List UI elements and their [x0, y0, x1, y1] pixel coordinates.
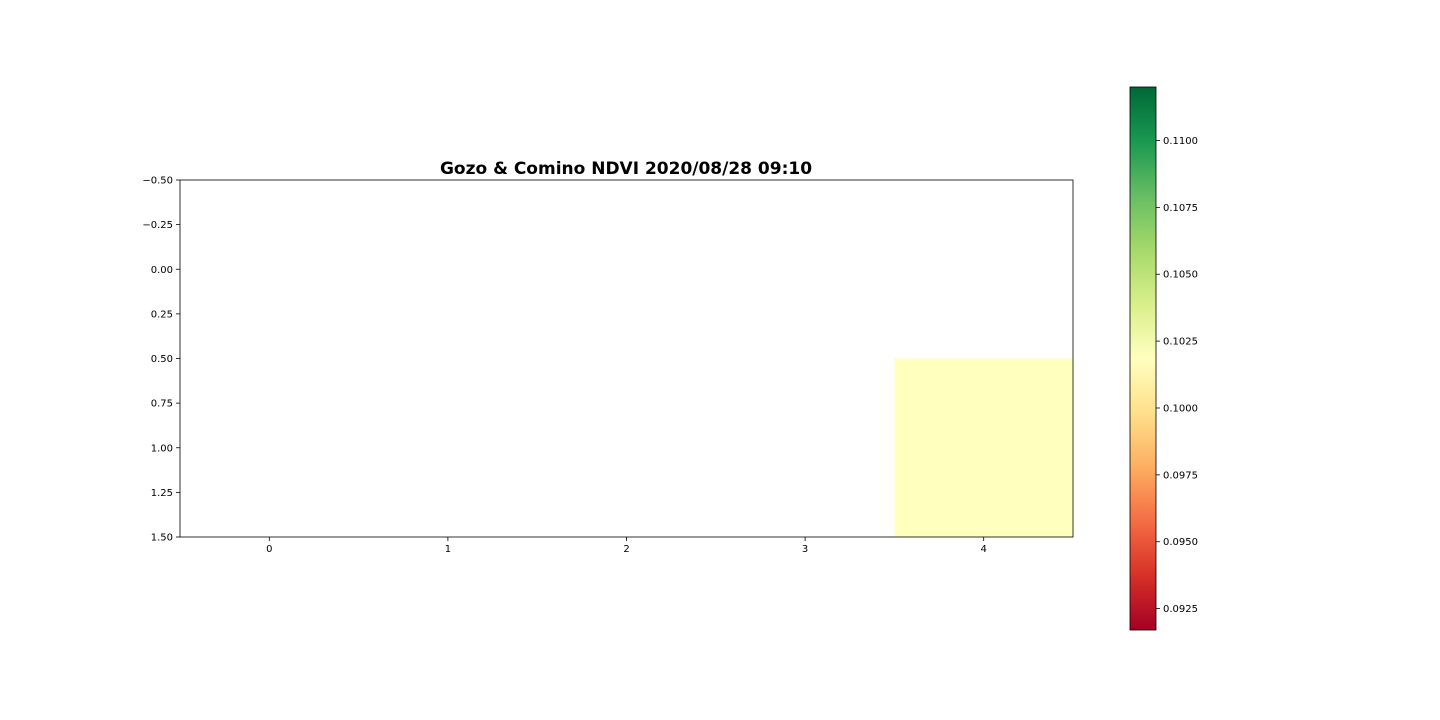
- x-tick-label: 3: [802, 544, 808, 555]
- y-tick-label: 1.00: [151, 443, 173, 454]
- y-tick-label: 0.50: [151, 354, 173, 365]
- y-tick-label: −0.25: [142, 220, 173, 231]
- y-tick-label: 0.25: [151, 309, 173, 320]
- y-tick-label: 0.75: [151, 399, 173, 410]
- y-tick-label: 0.00: [151, 265, 173, 276]
- colorbar-gradient: [1130, 87, 1156, 630]
- colorbar-tick-label: 0.0950: [1163, 537, 1198, 548]
- y-tick-label: 1.25: [151, 488, 173, 499]
- colorbar-frame: [1129, 86, 1157, 631]
- colorbar: 0.0925 0.0950 0.0975 0.1000 0.1025 0.1050 0.10…: [1129, 86, 1198, 631]
- y-tick-label: 1.50: [151, 533, 173, 544]
- plot-area: 0 1 2 3 4 −0.50 −0.25 0.00 0.25 0.50 0.75 1.00 1.25 1…: [142, 176, 1074, 555]
- colorbar-tick-label: 0.1100: [1163, 136, 1198, 147]
- colorbar-tick-label: 0.1050: [1163, 270, 1198, 281]
- colorbar-tick-label: 0.1000: [1163, 403, 1198, 414]
- y-tick-label: −0.50: [142, 176, 173, 187]
- x-tick-label: 1: [445, 544, 451, 555]
- colorbar-tick-label: 0.1075: [1163, 203, 1198, 214]
- x-tick-label: 4: [981, 544, 987, 555]
- colorbar-tick-label: 0.1025: [1163, 337, 1198, 348]
- colorbar-tick-label: 0.0925: [1163, 604, 1198, 615]
- heatmap-cell: [894, 358, 1073, 537]
- x-tick-label: 2: [623, 544, 629, 555]
- colorbar-tick-label: 0.0975: [1163, 470, 1198, 481]
- x-tick-label: 0: [266, 544, 272, 555]
- chart-title: Gozo & Comino NDVI 2020/08/28 09:10: [440, 159, 812, 179]
